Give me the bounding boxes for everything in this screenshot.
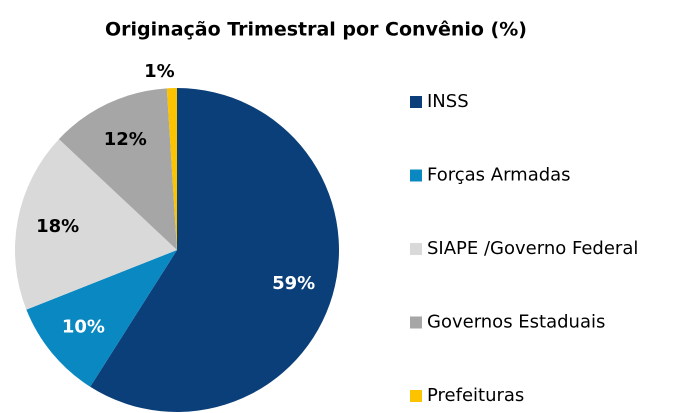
legend-label: Forças Armadas: [427, 165, 571, 186]
pie-slice: [26, 250, 178, 387]
legend-label: SIAPE /Governo Federal: [427, 238, 638, 259]
legend-swatch: [410, 390, 422, 402]
pie-slice: [58, 88, 177, 250]
pie-slice: [90, 88, 339, 412]
legend-label: Governos Estaduais: [427, 312, 605, 333]
pie-slice: [166, 88, 177, 250]
value-label: 59%: [272, 273, 315, 294]
value-label: 1%: [144, 61, 175, 82]
legend-label: INSS: [427, 91, 469, 112]
chart-title: Originação Trimestral por Convênio (%): [105, 19, 527, 41]
legend-swatch: [410, 169, 422, 182]
legend-swatch: [410, 96, 422, 108]
value-label: 10%: [62, 316, 105, 337]
value-label: 18%: [36, 216, 79, 237]
value-label: 12%: [104, 129, 147, 150]
legend-label: Prefeituras: [427, 385, 524, 406]
legend-swatch: [410, 316, 422, 329]
legend-swatch: [410, 243, 422, 255]
pie-slice: [14, 139, 177, 310]
